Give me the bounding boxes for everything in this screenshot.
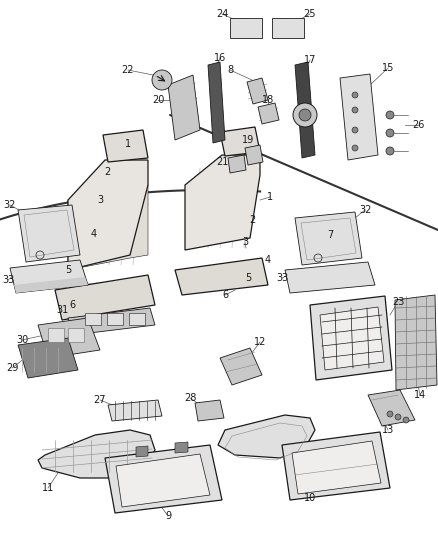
Polygon shape xyxy=(295,62,315,158)
Polygon shape xyxy=(218,415,315,458)
Text: 27: 27 xyxy=(94,395,106,405)
Polygon shape xyxy=(245,145,263,165)
Text: 4: 4 xyxy=(91,229,97,239)
Text: 32: 32 xyxy=(4,200,16,210)
Bar xyxy=(272,18,304,38)
Circle shape xyxy=(387,411,393,417)
Text: 26: 26 xyxy=(412,120,424,130)
Circle shape xyxy=(299,109,311,121)
Text: 24: 24 xyxy=(216,9,228,19)
Circle shape xyxy=(152,70,172,90)
Text: 11: 11 xyxy=(42,483,54,493)
Circle shape xyxy=(386,147,394,155)
Polygon shape xyxy=(136,446,148,457)
Polygon shape xyxy=(175,442,188,453)
Bar xyxy=(85,313,101,325)
Polygon shape xyxy=(18,338,78,378)
Text: 17: 17 xyxy=(304,55,316,65)
Polygon shape xyxy=(68,308,155,335)
Polygon shape xyxy=(10,260,88,293)
Text: 7: 7 xyxy=(327,230,333,240)
Polygon shape xyxy=(292,441,381,494)
Circle shape xyxy=(395,414,401,420)
Text: 12: 12 xyxy=(254,337,266,347)
Text: 33: 33 xyxy=(2,275,14,285)
Text: 28: 28 xyxy=(184,393,196,403)
Polygon shape xyxy=(68,185,148,270)
Polygon shape xyxy=(38,430,155,478)
Polygon shape xyxy=(195,400,224,421)
Circle shape xyxy=(386,129,394,137)
Text: 32: 32 xyxy=(359,205,371,215)
Polygon shape xyxy=(282,432,390,500)
Text: 1: 1 xyxy=(267,192,273,202)
Polygon shape xyxy=(320,307,384,370)
Polygon shape xyxy=(295,212,362,265)
Polygon shape xyxy=(340,74,378,160)
Text: 18: 18 xyxy=(262,95,274,105)
Text: 19: 19 xyxy=(242,135,254,145)
Circle shape xyxy=(352,92,358,98)
Text: 2: 2 xyxy=(249,215,255,225)
Bar xyxy=(129,313,145,325)
Polygon shape xyxy=(68,160,148,270)
Polygon shape xyxy=(220,348,262,385)
Text: 10: 10 xyxy=(304,493,316,503)
Text: 5: 5 xyxy=(65,265,71,275)
Polygon shape xyxy=(175,258,268,295)
Text: 3: 3 xyxy=(97,195,103,205)
Circle shape xyxy=(386,111,394,119)
Polygon shape xyxy=(395,295,437,390)
Text: 9: 9 xyxy=(165,511,171,521)
Text: 21: 21 xyxy=(216,157,228,167)
Bar xyxy=(68,328,84,342)
Circle shape xyxy=(293,103,317,127)
Polygon shape xyxy=(105,445,222,513)
Text: 4: 4 xyxy=(265,255,271,265)
Text: 6: 6 xyxy=(69,300,75,310)
Polygon shape xyxy=(55,275,155,320)
Circle shape xyxy=(352,127,358,133)
Polygon shape xyxy=(258,103,279,124)
Polygon shape xyxy=(14,277,88,293)
Polygon shape xyxy=(368,390,415,426)
Text: 23: 23 xyxy=(392,297,404,307)
Text: 8: 8 xyxy=(227,65,233,75)
Text: 29: 29 xyxy=(6,363,18,373)
Text: 20: 20 xyxy=(152,95,164,105)
Polygon shape xyxy=(18,205,80,262)
Text: 16: 16 xyxy=(214,53,226,63)
Polygon shape xyxy=(228,155,246,173)
Text: 22: 22 xyxy=(122,65,134,75)
Text: 5: 5 xyxy=(245,273,251,283)
Text: 14: 14 xyxy=(414,390,426,400)
Polygon shape xyxy=(285,262,375,293)
Polygon shape xyxy=(103,130,148,162)
Bar xyxy=(48,328,64,342)
Text: 6: 6 xyxy=(222,290,228,300)
Bar xyxy=(107,313,123,325)
Bar xyxy=(230,18,262,38)
Text: 25: 25 xyxy=(304,9,316,19)
Circle shape xyxy=(352,145,358,151)
Text: 33: 33 xyxy=(276,273,288,283)
Polygon shape xyxy=(38,318,100,358)
Text: 13: 13 xyxy=(382,425,394,435)
Polygon shape xyxy=(185,155,260,250)
Polygon shape xyxy=(220,127,260,156)
Text: 2: 2 xyxy=(104,167,110,177)
Polygon shape xyxy=(208,62,225,143)
Circle shape xyxy=(403,417,409,423)
Text: 3: 3 xyxy=(242,237,248,247)
Polygon shape xyxy=(310,296,392,380)
Circle shape xyxy=(352,107,358,113)
Polygon shape xyxy=(108,400,162,421)
Text: 1: 1 xyxy=(125,139,131,149)
Polygon shape xyxy=(116,454,210,507)
Text: 30: 30 xyxy=(16,335,28,345)
Polygon shape xyxy=(168,75,200,140)
Text: 15: 15 xyxy=(382,63,394,73)
Text: 31: 31 xyxy=(56,305,68,315)
Polygon shape xyxy=(247,78,268,104)
